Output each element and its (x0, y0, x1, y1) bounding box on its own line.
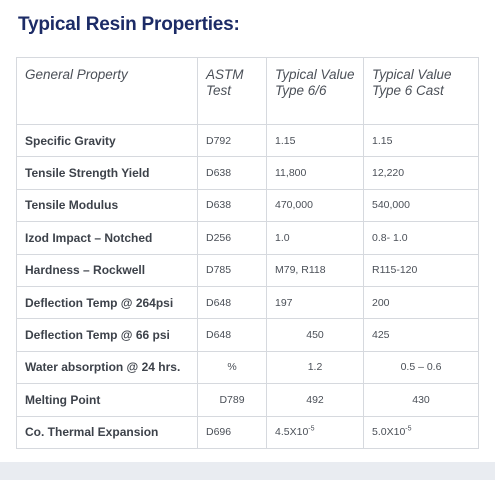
page-footer-band (0, 462, 495, 480)
property-cell: Hardness – Rockwell (16, 253, 198, 287)
type66-cell: 4.5X10-5 (266, 415, 364, 449)
resin-properties-table: General Property ASTM Test Typical Value… (16, 57, 479, 449)
astm-cell: D638 (197, 188, 267, 223)
type66-cell: 1.0 (266, 221, 364, 255)
page-title: Typical Resin Properties: (18, 14, 240, 35)
table-row: Co. Thermal Expansion D696 4.5X10-5 5.0X… (16, 415, 479, 449)
table-row: Deflection Temp @ 66 psi D648 450 425 (16, 318, 479, 352)
type6cast-cell: R115-120 (363, 253, 479, 287)
type6cast-exponent: -5 (405, 425, 412, 433)
header-general-property: General Property (16, 57, 198, 125)
type66-cell: 492 (266, 383, 364, 417)
type66-exponent: -5 (308, 425, 315, 433)
header-typical-value-type-66: Typical Value Type 6/6 (266, 57, 364, 125)
property-cell: Deflection Temp @ 264psi (16, 285, 198, 320)
type6cast-mantissa: 5.0X10 (372, 426, 406, 439)
type66-cell: 1.2 (266, 350, 364, 385)
property-cell: Tensile Strength Yield (16, 156, 198, 190)
type66-cell: 197 (266, 285, 364, 320)
table-row: Deflection Temp @ 264psi D648 197 200 (16, 285, 479, 320)
table-row: Tensile Modulus D638 470,000 540,000 (16, 188, 479, 223)
type66-cell: 1.15 (266, 123, 364, 158)
type66-cell: 450 (266, 318, 364, 352)
type6cast-cell: 540,000 (363, 188, 479, 223)
astm-cell: D648 (197, 318, 267, 352)
type6cast-cell: 0.8- 1.0 (363, 221, 479, 255)
property-cell: Izod Impact – Notched (16, 221, 198, 255)
type6cast-cell: 430 (363, 383, 479, 417)
astm-cell: D256 (197, 221, 267, 255)
type6cast-cell: 12,220 (363, 156, 479, 190)
type6cast-cell: 1.15 (363, 123, 479, 158)
type66-cell: M79, R118 (266, 253, 364, 287)
property-cell: Tensile Modulus (16, 188, 198, 223)
table-row: Hardness – Rockwell D785 M79, R118 R115-… (16, 253, 479, 287)
astm-cell: D792 (197, 123, 267, 158)
type66-cell: 470,000 (266, 188, 364, 223)
property-cell: Specific Gravity (16, 123, 198, 158)
property-cell: Water absorption @ 24 hrs. (16, 350, 198, 385)
table-row: Melting Point D789 492 430 (16, 383, 479, 417)
header-astm-test: ASTM Test (197, 57, 267, 125)
resin-properties-table-container: General Property ASTM Test Typical Value… (16, 57, 479, 449)
astm-cell: D638 (197, 156, 267, 190)
table-row: Tensile Strength Yield D638 11,800 12,22… (16, 156, 479, 190)
type6cast-cell: 425 (363, 318, 479, 352)
property-cell: Deflection Temp @ 66 psi (16, 318, 198, 352)
property-cell: Melting Point (16, 383, 198, 417)
table-row: Water absorption @ 24 hrs. % 1.2 0.5 – 0… (16, 350, 479, 385)
table-row: Specific Gravity D792 1.15 1.15 (16, 123, 479, 158)
header-typical-value-type-6-cast: Typical Value Type 6 Cast (363, 57, 479, 125)
astm-cell: D696 (197, 415, 267, 449)
astm-cell: D789 (197, 383, 267, 417)
table-header-row: General Property ASTM Test Typical Value… (16, 57, 479, 125)
table-row: Izod Impact – Notched D256 1.0 0.8- 1.0 (16, 221, 479, 255)
type6cast-cell: 5.0X10-5 (363, 415, 479, 449)
type66-cell: 11,800 (266, 156, 364, 190)
astm-cell: D785 (197, 253, 267, 287)
type6cast-cell: 200 (363, 285, 479, 320)
astm-cell: D648 (197, 285, 267, 320)
property-cell: Co. Thermal Expansion (16, 415, 198, 449)
type66-mantissa: 4.5X10 (275, 426, 309, 439)
astm-cell: % (197, 350, 267, 385)
type6cast-cell: 0.5 – 0.6 (363, 350, 479, 385)
